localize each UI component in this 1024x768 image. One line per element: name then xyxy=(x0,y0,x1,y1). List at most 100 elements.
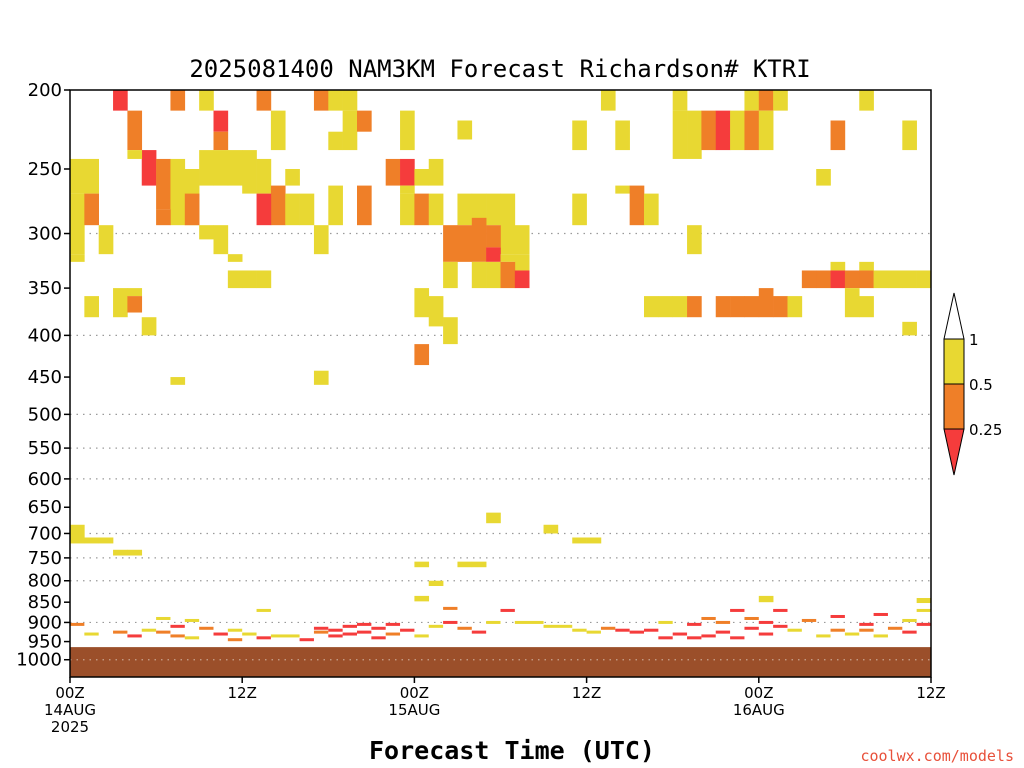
y-tick-label: 350 xyxy=(28,278,62,299)
ri-cell xyxy=(414,595,430,602)
ri-cell xyxy=(127,150,143,159)
ri-cell xyxy=(744,296,760,318)
ri-cell xyxy=(70,193,85,255)
credit-text: coolwx.com/models xyxy=(860,747,1014,765)
ri-cell xyxy=(758,595,774,603)
ri-cell xyxy=(443,317,458,345)
chart-title: 2025081400 NAM3KM Forecast Richardson# K… xyxy=(189,55,810,83)
y-axis: 200 250 300 350 400 450 500 550 600 650 700 7508008… xyxy=(16,80,70,671)
ri-streak xyxy=(629,630,644,634)
ri-cell xyxy=(744,110,760,151)
ri-cell xyxy=(672,110,688,159)
y-tick-label: 200 xyxy=(28,80,62,101)
y-tick-label: 300 xyxy=(28,224,62,245)
ri-streak xyxy=(313,626,329,630)
ri-streak xyxy=(687,636,702,640)
ri-cell xyxy=(313,370,329,385)
y-tick-label: 450 xyxy=(28,367,62,388)
ri-streak xyxy=(773,624,788,628)
ri-cell xyxy=(400,110,415,151)
ri-streak xyxy=(830,628,845,632)
ri-streak xyxy=(658,620,673,624)
ground-fill xyxy=(70,647,931,677)
ri-streak xyxy=(844,632,860,636)
y-tick-label: 650 xyxy=(28,497,62,518)
ri-streak xyxy=(744,626,759,630)
ri-cell xyxy=(457,561,473,568)
colorbar: 1 0.5 0.25 xyxy=(943,292,1002,476)
ri-streak xyxy=(371,636,386,640)
ri-streak xyxy=(156,630,171,634)
ri-cell xyxy=(156,209,171,226)
ri-cell xyxy=(586,537,602,544)
ri-cell xyxy=(400,158,415,186)
ri-cell xyxy=(902,270,917,289)
ri-cell xyxy=(170,158,186,226)
ri-cell xyxy=(428,158,444,186)
ri-cell xyxy=(687,225,702,255)
ri-cell xyxy=(342,90,358,111)
ri-cell xyxy=(514,225,530,255)
colorbar-bin-red xyxy=(943,428,965,476)
ri-streak xyxy=(256,636,271,640)
ri-streak xyxy=(701,634,716,638)
ri-cell xyxy=(644,193,659,226)
ri-cell xyxy=(486,512,501,524)
colorbar-label: 0.5 xyxy=(969,376,993,394)
ri-cell xyxy=(830,120,846,151)
ri-cell xyxy=(443,261,458,289)
colorbar-bin-above-1 xyxy=(943,292,965,340)
ri-cell xyxy=(658,296,673,318)
ri-cell xyxy=(730,296,745,318)
ri-streak xyxy=(428,624,444,628)
ri-streak xyxy=(615,628,630,632)
ri-streak xyxy=(385,632,401,636)
ri-streak xyxy=(744,616,759,620)
ri-cell xyxy=(84,193,99,226)
ri-cell xyxy=(471,217,487,262)
y-tick-label: 600 xyxy=(28,469,62,490)
ri-cell xyxy=(414,344,430,366)
ri-cell xyxy=(572,537,587,544)
ri-cell xyxy=(242,150,257,194)
ri-streak xyxy=(342,624,357,628)
y-tick-label: 950 xyxy=(28,632,62,653)
ri-cell xyxy=(486,225,501,248)
ri-cell xyxy=(84,158,99,194)
plot-area xyxy=(69,89,932,678)
ri-cell xyxy=(859,261,874,271)
ri-streak xyxy=(400,628,415,632)
x-axis-label: Forecast Time (UTC) xyxy=(369,736,655,765)
x-tick-label: 00Z xyxy=(55,684,84,702)
ri-cell xyxy=(400,185,415,194)
ri-cell xyxy=(500,261,516,289)
ri-cell xyxy=(199,90,214,111)
ri-cell xyxy=(773,90,788,111)
ri-cell xyxy=(859,90,874,111)
y-tick-label: 800 xyxy=(28,571,62,592)
ri-streak xyxy=(385,622,401,626)
ri-cell xyxy=(213,131,229,151)
ri-streak xyxy=(184,636,200,640)
ri-cell xyxy=(357,185,372,226)
ri-cell xyxy=(758,110,774,151)
ri-cell xyxy=(70,158,85,194)
ri-cell xyxy=(428,580,444,587)
ri-cell xyxy=(787,296,803,318)
ri-streak xyxy=(658,636,673,640)
ri-streak xyxy=(213,632,228,636)
ri-cell xyxy=(844,270,860,289)
plot-frame xyxy=(69,89,932,678)
ri-cell xyxy=(127,110,143,151)
ri-cell xyxy=(873,270,889,289)
ri-cell xyxy=(328,131,343,151)
ri-streak xyxy=(199,626,214,630)
ri-cell xyxy=(213,110,229,132)
ri-cell xyxy=(428,193,444,226)
ri-cell xyxy=(414,168,430,186)
ri-cell xyxy=(730,110,745,151)
ri-cell xyxy=(256,193,272,226)
ri-cell xyxy=(830,270,846,289)
